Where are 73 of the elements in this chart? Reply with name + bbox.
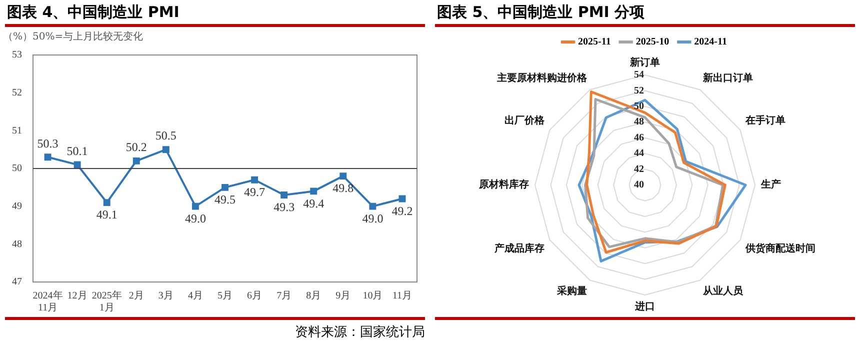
- data-label: 49.0: [184, 211, 206, 226]
- data-label: 49.8: [332, 181, 354, 196]
- point: [44, 154, 52, 161]
- y-tick-label: 44: [634, 148, 644, 160]
- y-tick-label: 51: [12, 125, 22, 136]
- spoke-label: 出厂价格: [504, 114, 546, 127]
- point: [251, 176, 258, 184]
- spoke-label: 从业人员: [702, 285, 744, 298]
- spoke-label: 主要原材料购进价格: [496, 72, 588, 84]
- data-label: 49.0: [362, 211, 384, 226]
- spoke-label: 进口: [634, 300, 655, 313]
- x-tick-label: 4月: [188, 290, 203, 302]
- y-tick-label: 47: [12, 276, 22, 288]
- legend-label: 2024-11: [694, 36, 727, 48]
- y-tick-label: 50: [12, 163, 22, 174]
- chart-title: 图表 4、中国制造业 PMI: [5, 0, 425, 27]
- x-tick-label: 3月: [158, 290, 174, 302]
- x-tick-label: 2月: [128, 290, 144, 302]
- data-label: 50.5: [155, 128, 176, 143]
- point: [280, 192, 288, 198]
- x-tick-label: 6月: [247, 290, 262, 302]
- data-label: 50.2: [126, 140, 147, 154]
- spoke-label: 产成品库存: [494, 242, 545, 255]
- data-label: 49.4: [303, 196, 324, 210]
- point: [74, 161, 81, 168]
- x-tick-label: 10月: [362, 290, 383, 302]
- y-tick-label: 54: [634, 70, 644, 81]
- spoke-label: 在手订单: [744, 114, 786, 127]
- point: [132, 157, 140, 164]
- legend-label: 2025-10: [636, 36, 670, 48]
- point: [398, 195, 406, 202]
- point: [103, 199, 110, 206]
- spoke-label: 生产: [760, 178, 781, 191]
- x-tick-label: 7月: [276, 290, 292, 302]
- text: 资料来源：国家统计局: [295, 325, 425, 340]
- y-tick-label: 42: [634, 164, 644, 175]
- data-label: 49.7: [244, 185, 266, 200]
- x-tick-label: 9月: [336, 290, 351, 302]
- point: [192, 202, 199, 210]
- chart-title: 图表 5、中国制造业 PMI 分项: [435, 0, 855, 27]
- x-tick-label: 2024年 11月: [32, 290, 63, 314]
- x-tick-label: 12月: [67, 290, 88, 302]
- data-label: 49.3: [274, 200, 295, 214]
- data-label: 50.3: [37, 136, 58, 150]
- y-axis-title: （%）50%=与上月比较无变化: [3, 30, 144, 43]
- y-tick-label: 53: [12, 50, 22, 61]
- y-tick-label: 40: [634, 180, 644, 191]
- y-tick-label: 48: [634, 116, 644, 128]
- y-tick-label: 49: [12, 200, 22, 212]
- data-label: 49.1: [96, 208, 118, 222]
- x-tick-label: 5月: [218, 290, 232, 302]
- spoke-label: 采购量: [556, 285, 587, 298]
- y-tick-label: 52: [634, 85, 644, 96]
- point: [340, 172, 347, 180]
- point: [222, 184, 228, 191]
- x-tick-label: 11月: [392, 290, 412, 302]
- y-tick-label: 50: [634, 101, 644, 112]
- y-tick-label: 48: [12, 238, 22, 250]
- point: [310, 188, 318, 195]
- y-tick-label: 46: [634, 132, 644, 144]
- data-label: 49.2: [392, 204, 413, 218]
- spoke-label: 新订单: [629, 56, 660, 69]
- data-label: 50.1: [66, 144, 88, 158]
- point: [369, 202, 376, 210]
- spoke-label: 新出口订单: [702, 72, 753, 84]
- spoke-label: 原材料库存: [478, 178, 529, 191]
- y-tick-label: 52: [12, 87, 22, 98]
- point: [162, 146, 170, 154]
- x-tick-label: 8月: [306, 290, 322, 302]
- spoke-label: 供货商配送时间: [744, 242, 816, 255]
- data-label: 49.5: [214, 192, 236, 207]
- x-tick-label: 2025年 1月: [92, 290, 122, 314]
- legend-label: 2025-11: [578, 36, 611, 48]
